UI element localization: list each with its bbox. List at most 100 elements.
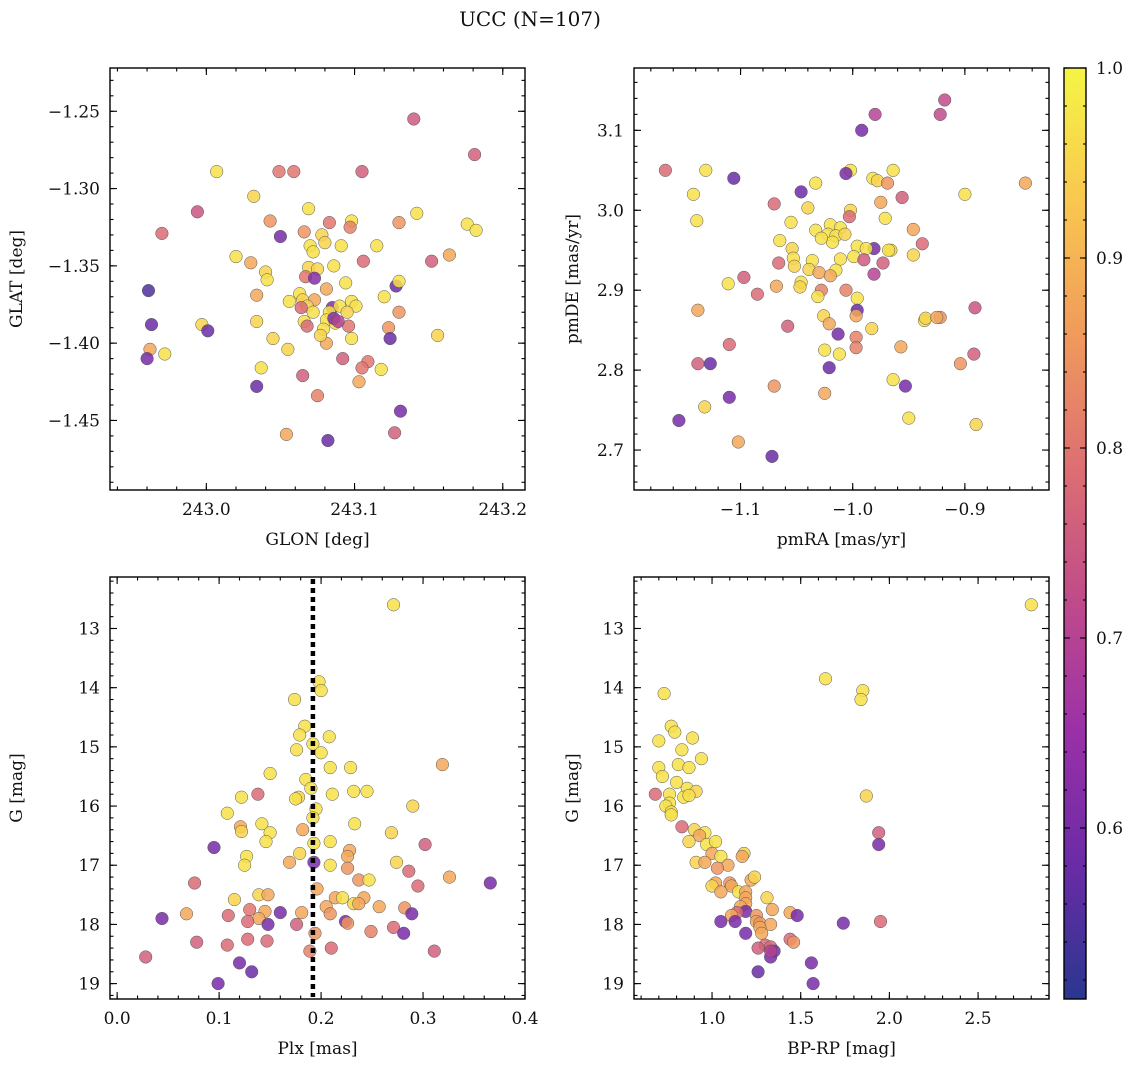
data-point	[895, 190, 909, 205]
data-point	[336, 352, 350, 366]
data-point	[933, 107, 947, 121]
data-point	[886, 163, 900, 177]
data-point	[737, 270, 751, 284]
data-point	[469, 223, 483, 237]
y-tick-label: 14	[602, 679, 624, 699]
data-point	[243, 903, 257, 917]
y-tick-label: 18	[78, 915, 100, 935]
data-point	[787, 259, 801, 273]
data-point	[919, 311, 933, 325]
data-point	[822, 317, 836, 331]
data-point	[402, 864, 416, 878]
data-point	[698, 400, 712, 414]
data-point	[247, 189, 261, 203]
data-point	[348, 817, 362, 831]
data-point	[300, 319, 314, 333]
y-tick-label: 14	[78, 679, 100, 699]
data-point	[721, 277, 735, 291]
panel-plx-g: 0.0 0.1 0.2 0.3 0.4 13 14 15 16 17 18 19 Plx [mas] G …	[7, 576, 539, 1059]
points-plx-g	[139, 598, 497, 991]
data-point	[751, 965, 765, 979]
data-point	[155, 911, 169, 926]
data-point	[319, 282, 333, 296]
data-point	[392, 305, 406, 319]
data-point	[307, 271, 322, 285]
data-point	[238, 858, 252, 872]
data-point	[327, 259, 341, 273]
data-point	[902, 411, 916, 425]
y-tick-label: 19	[78, 975, 100, 995]
data-point	[254, 361, 268, 375]
data-point	[769, 279, 783, 293]
data-point	[372, 900, 386, 914]
data-point	[190, 935, 204, 949]
data-point	[675, 820, 689, 834]
data-point	[321, 433, 335, 448]
data-point	[296, 369, 310, 383]
data-point	[814, 231, 828, 245]
data-point	[838, 227, 852, 241]
data-point	[340, 305, 354, 319]
data-point	[748, 870, 762, 884]
data-point	[854, 692, 868, 707]
data-point	[339, 276, 353, 290]
data-point	[682, 788, 696, 802]
x-tick-label: −0.9	[944, 500, 985, 520]
data-point	[221, 908, 235, 923]
data-point	[735, 849, 749, 863]
data-point	[652, 734, 666, 748]
data-point	[139, 950, 153, 964]
data-point	[287, 165, 301, 179]
y-tick-label: 13	[602, 619, 624, 639]
data-point	[880, 176, 895, 190]
data-point	[894, 340, 908, 354]
data-point	[790, 908, 804, 923]
data-point	[331, 314, 345, 329]
data-point	[297, 225, 311, 239]
data-point	[804, 956, 818, 970]
data-point	[833, 252, 847, 266]
data-point	[836, 916, 850, 930]
data-point	[857, 253, 871, 267]
data-point	[731, 435, 745, 449]
data-point	[703, 357, 717, 371]
y-tick-label: 2.7	[597, 441, 624, 461]
data-point	[781, 319, 795, 333]
data-point	[383, 331, 397, 346]
data-point	[906, 248, 920, 262]
x-tick-label: 0.0	[104, 1009, 131, 1029]
data-point	[425, 254, 439, 268]
data-point	[865, 322, 879, 336]
data-point	[263, 214, 277, 228]
x-tick-label: 0.3	[410, 1009, 437, 1029]
data-point	[967, 347, 981, 361]
data-point	[334, 239, 348, 253]
data-point	[296, 823, 310, 837]
data-point	[190, 205, 204, 219]
y-tick-label: 15	[602, 738, 624, 758]
colorbar-tick-label: 1.0	[1096, 59, 1123, 79]
data-point	[714, 885, 728, 899]
data-point	[282, 855, 297, 869]
data-point	[698, 855, 712, 869]
data-point	[930, 310, 944, 324]
data-point	[211, 977, 225, 991]
data-point	[818, 343, 832, 357]
data-point	[259, 835, 273, 849]
data-point	[664, 808, 678, 822]
data-point	[374, 362, 388, 376]
data-point	[915, 237, 929, 251]
data-point	[322, 216, 336, 230]
data-point	[812, 266, 826, 280]
data-point	[322, 730, 336, 744]
data-point	[318, 236, 332, 250]
data-point	[822, 361, 836, 375]
x-tick-label: 0.2	[308, 1009, 335, 1029]
data-point	[266, 331, 280, 346]
data-point	[282, 294, 296, 308]
data-point	[310, 389, 325, 403]
data-point	[255, 817, 269, 831]
data-point	[872, 826, 886, 840]
y-tick-label: 18	[602, 915, 624, 935]
data-point	[355, 361, 369, 375]
